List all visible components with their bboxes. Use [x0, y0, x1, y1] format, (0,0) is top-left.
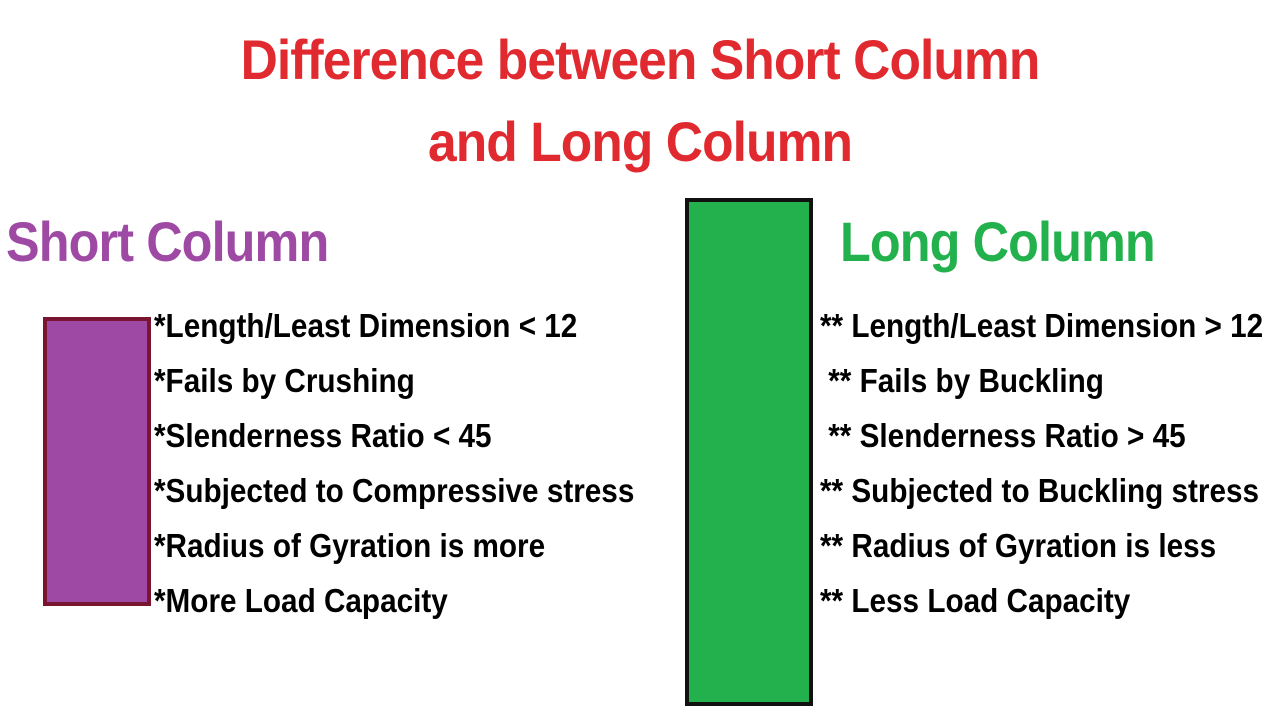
long-column-property: ** Fails by Buckling — [820, 362, 1104, 399]
long-column-properties: ** Length/Least Dimension > 12 ** Fails … — [820, 298, 1280, 628]
short-column-property: *Subjected to Compressive stress — [154, 472, 635, 509]
short-column-shape — [43, 317, 151, 606]
long-column-property: ** Length/Least Dimension > 12 — [820, 307, 1264, 344]
short-column-property: *More Load Capacity — [154, 582, 448, 619]
short-column-properties: *Length/Least Dimension < 12 *Fails by C… — [154, 298, 688, 628]
long-column-property: ** Less Load Capacity — [820, 582, 1131, 619]
long-column-shape — [685, 198, 813, 706]
long-column-heading: Long Column — [840, 210, 1156, 273]
short-column-property: *Radius of Gyration is more — [154, 527, 546, 564]
short-column-property: *Slenderness Ratio < 45 — [154, 417, 492, 454]
long-column-property: ** Slenderness Ratio > 45 — [820, 417, 1186, 454]
short-column-property: *Length/Least Dimension < 12 — [154, 307, 578, 344]
title-line-1: Difference between Short Column — [240, 28, 1041, 91]
long-column-property: ** Radius of Gyration is less — [820, 527, 1217, 564]
long-column-property: ** Subjected to Buckling stress — [820, 472, 1260, 509]
short-column-heading: Short Column — [6, 210, 329, 273]
short-column-property: *Fails by Crushing — [154, 362, 415, 399]
title-line-2: and Long Column — [427, 110, 853, 173]
